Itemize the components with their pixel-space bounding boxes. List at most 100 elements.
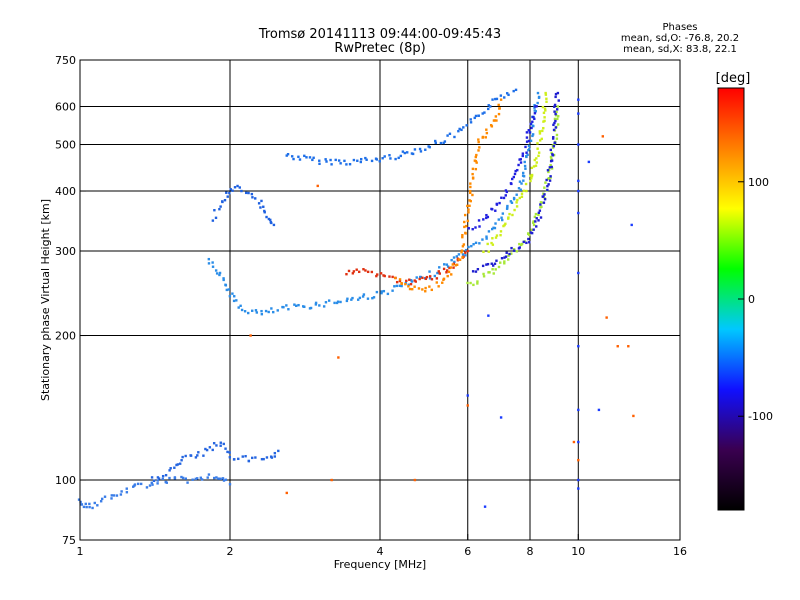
scatter-point: [552, 144, 556, 148]
scatter-point: [507, 217, 510, 220]
scatter-point: [93, 501, 96, 505]
axis-ticks: 1 2 4 6 8 10 16 75 100 200 300 400 500 600 750: [55, 54, 687, 558]
scatter-point: [534, 164, 538, 167]
scatter-point: [471, 177, 475, 180]
scatter-point: [577, 440, 580, 444]
scatter-point: [232, 299, 236, 303]
scatter-point: [208, 446, 212, 449]
scatter-point: [510, 201, 514, 204]
scatter-point: [214, 269, 218, 272]
scatter-point: [507, 254, 510, 257]
scatter-point: [536, 147, 539, 150]
scatter-point: [482, 275, 486, 278]
scatter-point: [470, 244, 473, 248]
scatter-point: [516, 168, 519, 172]
scatter-point: [80, 503, 83, 506]
scatter-point: [119, 493, 123, 496]
scatter-point: [290, 155, 294, 158]
scatter-point: [401, 150, 405, 153]
scatter-point: [497, 112, 501, 116]
scatter-point: [355, 268, 358, 271]
scatter-point: [405, 279, 408, 283]
scatter-point: [324, 301, 328, 304]
scatter-point: [380, 290, 384, 293]
scatter-point: [206, 476, 209, 479]
scatter-point: [125, 491, 129, 494]
scatter-point: [110, 497, 113, 500]
scatter-point: [199, 476, 203, 479]
scatter-point: [461, 245, 465, 248]
scatter-point: [491, 98, 494, 101]
scatter-point: [450, 258, 453, 262]
scatter-point: [263, 209, 266, 213]
scatter-point: [225, 191, 228, 194]
scatter-point: [231, 292, 234, 295]
scatter-point: [375, 158, 379, 161]
scatter-point: [463, 225, 466, 229]
scatter-point: [501, 218, 504, 222]
y-tick-label: 75: [62, 534, 76, 547]
scatter-point: [471, 172, 474, 176]
scatter-point: [510, 246, 513, 250]
scatter-point: [543, 116, 546, 119]
scatter-point: [543, 193, 546, 196]
scatter-point: [305, 156, 308, 159]
scatter-point: [577, 98, 580, 101]
scatter-point: [527, 148, 530, 152]
scatter-point: [512, 175, 516, 179]
scatter-point: [503, 96, 506, 99]
scatter-point: [84, 502, 87, 506]
scatter-point: [356, 298, 360, 301]
scatter-point: [88, 505, 91, 509]
scatter-point: [499, 261, 502, 264]
scatter-point: [490, 241, 493, 245]
scatter-point: [522, 189, 526, 193]
scatter-point: [474, 155, 477, 159]
scatter-point: [535, 217, 538, 220]
scatter-point: [455, 255, 459, 258]
scatter-point: [530, 228, 534, 232]
scatter-point: [477, 140, 480, 144]
scatter-point: [352, 270, 356, 273]
scatter-point: [577, 112, 580, 115]
scatter-point: [466, 219, 470, 223]
scatter-point: [499, 98, 503, 101]
x-tick-label: 6: [464, 545, 471, 558]
scatter-point: [164, 480, 167, 484]
scatter-point: [464, 231, 467, 235]
scatter-point: [329, 158, 332, 162]
scatter-point: [553, 105, 556, 108]
scatter-point: [428, 277, 432, 280]
scatter-point: [533, 158, 536, 162]
scatter-point: [405, 151, 409, 154]
scatter-point: [173, 466, 176, 469]
scatter-point: [500, 216, 503, 219]
scatter-point: [518, 180, 522, 183]
scatter-point: [441, 281, 444, 284]
scatter-point: [457, 253, 461, 256]
scatter-point: [627, 345, 630, 348]
scatter-point: [237, 306, 240, 309]
scatter-point: [532, 223, 536, 227]
y-tick-label: 750: [55, 54, 76, 67]
scatter-point: [475, 153, 478, 157]
scatter-point: [556, 108, 559, 111]
scatter-point: [499, 416, 503, 419]
scatter-point: [553, 103, 557, 107]
scatter-point: [551, 154, 555, 157]
scatter-point: [457, 258, 461, 261]
scatter-point: [133, 483, 137, 486]
scatter-point: [525, 189, 528, 193]
scatter-point: [530, 126, 533, 130]
scatter-point: [150, 481, 153, 485]
scatter-point: [211, 265, 215, 268]
scatter-point: [400, 284, 403, 288]
scatter-point: [145, 486, 149, 489]
scatter-point: [577, 487, 580, 490]
scatter-point: [525, 151, 528, 154]
scatter-point: [366, 297, 370, 300]
scatter-point: [228, 451, 231, 454]
scatter-point: [442, 277, 446, 281]
scatter-point: [360, 157, 363, 161]
scatter-point: [474, 114, 478, 118]
